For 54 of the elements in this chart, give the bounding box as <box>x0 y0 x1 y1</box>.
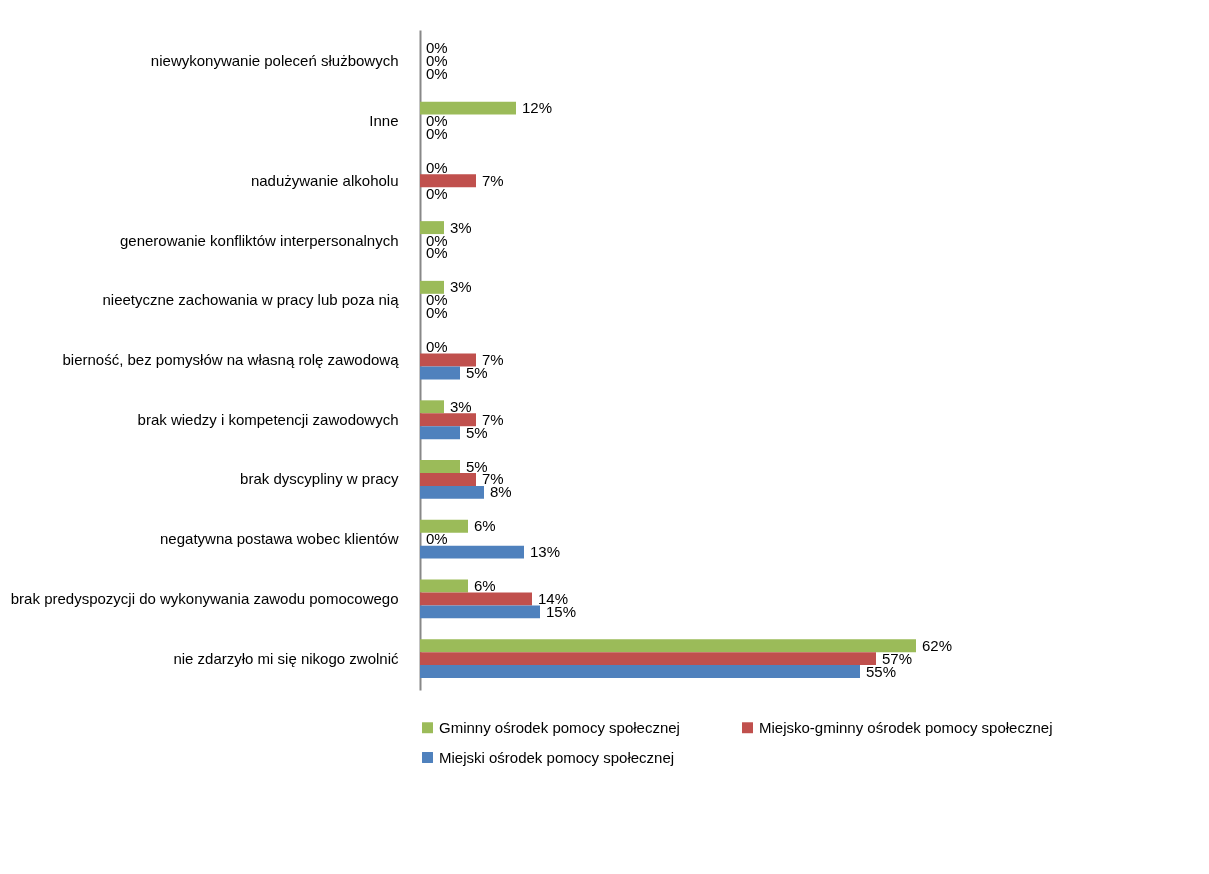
y-tick-label: generowanie konfliktów interpersonalnych <box>120 231 399 249</box>
data-label: 6% <box>474 576 496 594</box>
bar <box>420 353 476 367</box>
bar <box>420 174 476 188</box>
data-label: 7% <box>482 171 504 189</box>
y-tick-label: nadużywanie alkoholu <box>250 171 399 189</box>
y-tick-label: nie zdarzyło mi się nikogo zwolnić <box>173 649 399 667</box>
bar <box>420 665 860 679</box>
bar <box>420 579 468 593</box>
bar <box>420 485 484 499</box>
bar <box>420 472 476 486</box>
data-label: 3% <box>450 218 472 236</box>
data-label: 8% <box>490 483 512 501</box>
data-label: 0% <box>426 231 448 249</box>
legend-label: Miejsko-gminny ośrodek pomocy społecznej <box>759 718 1053 736</box>
data-label: 7% <box>482 351 504 368</box>
bar <box>420 519 468 533</box>
bar <box>420 221 444 235</box>
y-tick-label: negatywna postawa wobec klientów <box>160 530 399 548</box>
data-label: 0% <box>426 184 448 202</box>
legend-label: Gminny ośrodek pomocy społecznej <box>439 718 680 736</box>
bar <box>420 413 476 427</box>
bar <box>420 652 876 666</box>
bar <box>420 639 916 653</box>
y-tick-label: niewykonywanie poleceń służbowych <box>150 52 399 70</box>
bar <box>420 605 540 619</box>
bar <box>420 545 524 559</box>
bar <box>420 592 532 606</box>
y-tick-label: brak wiedzy i kompetencji zawodowych <box>137 410 399 428</box>
data-label: 6% <box>474 517 496 535</box>
data-label: 62% <box>922 636 953 654</box>
data-label: 12% <box>522 99 553 117</box>
data-label: 0% <box>426 158 448 176</box>
data-label: 7% <box>482 410 504 428</box>
data-label: 13% <box>530 543 561 561</box>
bar <box>420 460 460 473</box>
data-label: 0% <box>426 530 448 548</box>
y-tick-label: nieetyczne zachowania w pracy lub poza nią <box>102 291 400 309</box>
data-label: 3% <box>450 397 472 415</box>
bar <box>420 426 460 440</box>
data-label: 3% <box>450 278 472 296</box>
data-label: 0% <box>426 338 448 356</box>
y-tick-label: Inne <box>369 112 399 130</box>
bar <box>420 101 516 115</box>
data-label: 14% <box>538 589 569 607</box>
data-label: 5% <box>466 457 488 475</box>
bar <box>420 366 460 380</box>
legend-label: Miejski ośrodek pomocy społecznej <box>439 748 675 766</box>
bar <box>420 400 444 414</box>
y-tick-label: bierność, bez pomysłów na własną rolę zawodową <box>62 351 400 368</box>
y-tick-label: brak dyscypliny w pracy <box>240 470 399 488</box>
data-label: 57% <box>882 649 913 667</box>
y-tick-label: brak predyspozycji do wykonywania zawodu pomocowego <box>10 589 399 607</box>
bar <box>420 280 444 294</box>
